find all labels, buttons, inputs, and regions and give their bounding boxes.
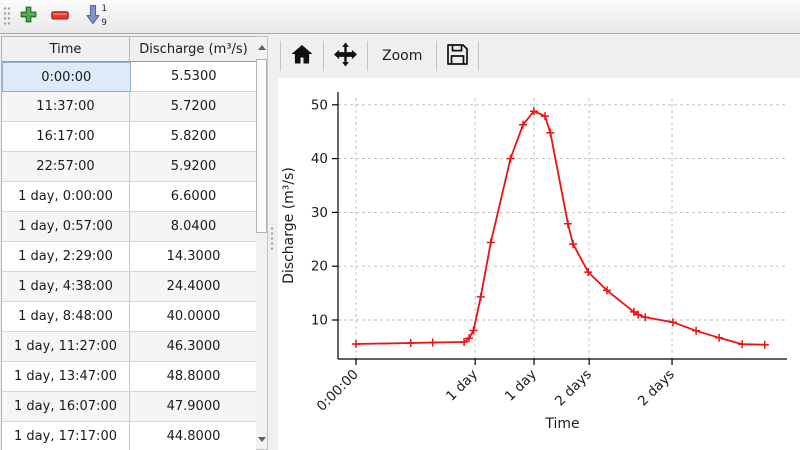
time-cell[interactable]: 1 day, 16:07:00	[2, 392, 130, 422]
y-tick-label: 20	[311, 259, 328, 275]
chart-toolbar: Zoom	[278, 34, 800, 78]
add-row-button[interactable]	[14, 3, 42, 30]
discharge-cell[interactable]: 5.9200	[130, 152, 257, 182]
scrollbar-thumb[interactable]	[256, 59, 267, 233]
home-icon	[290, 44, 314, 69]
time-cell[interactable]: 22:57:00	[2, 152, 130, 182]
splitter-handle-dots	[270, 226, 274, 252]
table-row: 1 day, 8:48:00 40.0000	[2, 302, 257, 332]
figure-canvas[interactable]: 10 20 30 40 50 0:00:00 1 day 1 day 2 days 2 days T…	[278, 78, 800, 450]
time-cell[interactable]: 1 day, 13:47:00	[2, 362, 130, 392]
discharge-cell[interactable]: 40.0000	[130, 302, 257, 332]
time-cell[interactable]: 1 day, 17:17:00	[2, 422, 130, 450]
save-button[interactable]	[437, 38, 478, 74]
toolbar-separator	[367, 41, 368, 71]
discharge-cell[interactable]: 44.8000	[130, 422, 257, 450]
remove-row-button[interactable]	[46, 3, 74, 30]
time-cell[interactable]: 1 day, 2:29:00	[2, 242, 130, 272]
minus-icon	[51, 9, 69, 24]
discharge-cell[interactable]: 24.4000	[130, 272, 257, 302]
time-cell[interactable]: 16:17:00	[2, 122, 130, 152]
table-row: 1 day, 2:29:00 14.3000	[2, 242, 257, 272]
plus-icon	[20, 6, 37, 27]
discharge-cell[interactable]: 8.0400	[130, 212, 257, 242]
discharge-cell[interactable]: 5.8200	[130, 122, 257, 152]
x-tick-label: 2 days	[635, 367, 678, 410]
home-button[interactable]	[281, 38, 323, 74]
sort-ascending-icon: 1 9	[84, 3, 110, 31]
discharge-cell[interactable]: 46.3000	[130, 332, 257, 362]
time-cell[interactable]: 1 day, 0:00:00	[2, 182, 130, 212]
save-icon	[446, 43, 469, 70]
table-scrollbar[interactable]	[256, 36, 268, 450]
arrow-down-icon	[257, 436, 266, 442]
time-cell[interactable]: 1 day, 11:27:00	[2, 332, 130, 362]
time-cell[interactable]: 0:00:00	[2, 62, 131, 92]
table-row: 1 day, 11:27:00 46.3000	[2, 332, 257, 362]
x-tick-label: 1 day	[443, 367, 481, 405]
time-cell[interactable]: 1 day, 4:38:00	[2, 272, 130, 302]
pane-splitter[interactable]	[268, 34, 276, 450]
discharge-cell[interactable]: 47.9000	[130, 392, 257, 422]
series-markers	[352, 107, 769, 349]
y-tick-label: 50	[311, 97, 328, 113]
zoom-button[interactable]: Zoom	[382, 48, 423, 64]
hydrograph-chart[interactable]: 10 20 30 40 50 0:00:00 1 day 1 day 2 days 2 days T…	[278, 78, 800, 450]
timeseries-table-pane: Time Discharge (m³/s) 0:00:00 5.5300 11:37…	[0, 34, 272, 450]
toolbar-separator	[436, 41, 438, 71]
table-toolbar: 1 9	[0, 0, 800, 34]
x-tick-label: 2 days	[552, 367, 595, 410]
table-row: 0:00:00 5.5300	[2, 62, 257, 92]
pan-icon	[333, 42, 358, 71]
table-row: 1 day, 17:17:00 44.8000	[2, 422, 257, 450]
discharge-cell[interactable]: 48.8000	[130, 362, 257, 392]
table-row: 22:57:00 5.9200	[2, 152, 257, 182]
y-tick-label: 30	[311, 205, 328, 221]
discharge-cell[interactable]: 14.3000	[130, 242, 257, 272]
table-row: 16:17:00 5.8200	[2, 122, 257, 152]
sort-badge-top: 1	[102, 4, 107, 14]
toolbar-drag-handle[interactable]	[3, 6, 10, 27]
toolbar-separator	[478, 41, 480, 71]
timeseries-table: Time Discharge (m³/s) 0:00:00 5.5300 11:37…	[1, 36, 258, 450]
time-cell[interactable]: 1 day, 8:48:00	[2, 302, 130, 332]
y-tick-label: 40	[311, 151, 328, 167]
toolbar-separator	[323, 41, 324, 71]
series-line	[355, 110, 765, 346]
scrollbar-down-button[interactable]	[256, 429, 267, 449]
table-row: 1 day, 4:38:00 24.4000	[2, 272, 257, 302]
table-row: 1 day, 13:47:00 48.8000	[2, 362, 257, 392]
sort-rows-button[interactable]: 1 9	[80, 3, 114, 30]
table-body: 0:00:00 5.5300 11:37:00 5.7200 16:17:00 5.820…	[2, 62, 257, 450]
sort-badge-bottom: 9	[102, 18, 107, 27]
pan-button[interactable]	[324, 38, 367, 74]
discharge-cell[interactable]: 5.5300	[130, 62, 257, 92]
y-axis-label: Discharge (m³/s)	[281, 167, 297, 284]
y-tick-label: 10	[311, 313, 328, 329]
toolbar-separator	[280, 41, 281, 71]
table-row: 1 day, 0:57:00 8.0400	[2, 212, 257, 242]
discharge-cell[interactable]: 5.7200	[130, 92, 257, 122]
arrow-up-icon	[257, 44, 266, 50]
table-header-row: Time Discharge (m³/s)	[2, 37, 257, 62]
x-tick-label: 0:00:00	[314, 367, 362, 415]
column-header-time[interactable]: Time	[49, 41, 82, 57]
table-row: 11:37:00 5.7200	[2, 92, 257, 122]
x-tick-label: 1 day	[502, 367, 540, 405]
chart-pane: Zoom 10 20 30 40 50 0:00:00 1 day 1 day 2 days 2 …	[278, 34, 800, 450]
discharge-cell[interactable]: 6.6000	[130, 182, 257, 212]
scrollbar-up-button[interactable]	[256, 37, 267, 57]
time-cell[interactable]: 1 day, 0:57:00	[2, 212, 130, 242]
table-row: 1 day, 16:07:00 47.9000	[2, 392, 257, 422]
column-header-discharge[interactable]: Discharge (m³/s)	[129, 37, 257, 61]
x-axis-label: Time	[544, 416, 579, 432]
time-cell[interactable]: 11:37:00	[2, 92, 130, 122]
table-row: 1 day, 0:00:00 6.6000	[2, 182, 257, 212]
